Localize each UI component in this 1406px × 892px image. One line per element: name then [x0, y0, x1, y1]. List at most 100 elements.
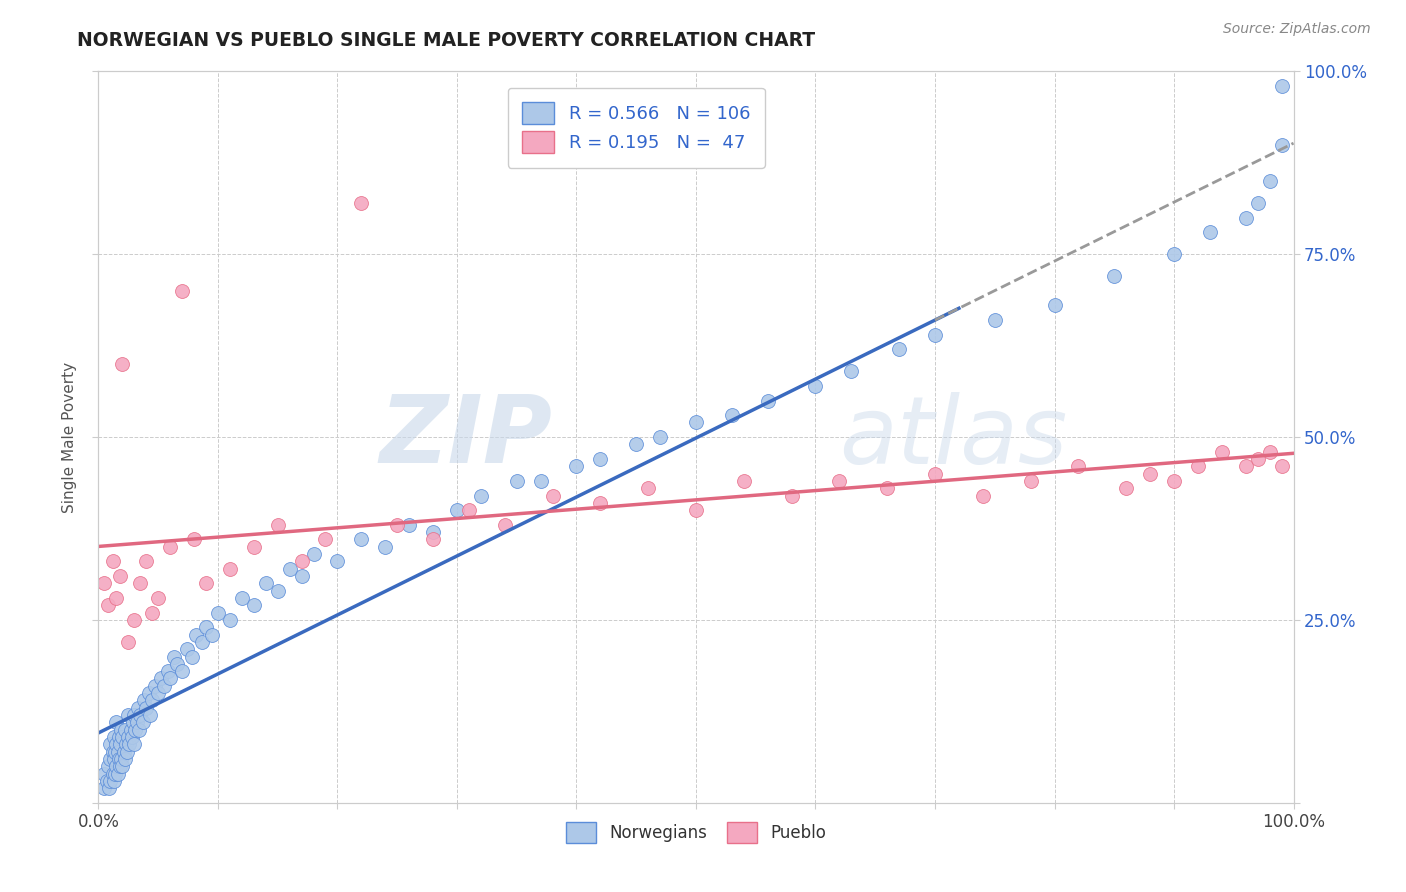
Point [148, 686, 170, 700]
Point [326, 554, 349, 568]
Point [195, 620, 218, 634]
Point [1104, 269, 1126, 284]
Point [114, 752, 136, 766]
Point [135, 554, 157, 568]
Point [172, 284, 194, 298]
Point [148, 591, 170, 605]
Point [458, 503, 481, 517]
Point [302, 547, 325, 561]
Point [107, 730, 129, 744]
Point [1199, 225, 1222, 239]
Point [101, 745, 124, 759]
Point [124, 723, 146, 737]
Point [127, 700, 149, 714]
Point [398, 517, 420, 532]
Point [291, 554, 314, 568]
Point [97, 759, 120, 773]
Point [93, 766, 115, 780]
Point [565, 459, 588, 474]
Point [107, 766, 129, 780]
Point [1115, 481, 1137, 495]
Point [315, 533, 337, 547]
Point [166, 657, 188, 671]
Point [110, 723, 132, 737]
Point [1271, 137, 1294, 152]
Point [176, 642, 198, 657]
Point [470, 489, 492, 503]
Point [541, 489, 564, 503]
Point [132, 693, 155, 707]
Point [124, 613, 146, 627]
Point [115, 745, 138, 759]
Point [506, 474, 529, 488]
Point [1271, 78, 1294, 93]
Text: atlas: atlas [839, 392, 1067, 483]
Point [131, 715, 153, 730]
Point [112, 745, 135, 759]
Point [153, 679, 176, 693]
Point [107, 745, 129, 759]
Point [98, 781, 121, 796]
Point [124, 737, 146, 751]
Point [108, 569, 131, 583]
Point [107, 752, 129, 766]
Point [685, 503, 707, 517]
Point [1271, 459, 1294, 474]
Point [129, 576, 152, 591]
Point [103, 730, 125, 744]
Point [96, 773, 118, 788]
Point [117, 730, 139, 744]
Point [219, 562, 242, 576]
Point [97, 599, 120, 613]
Point [291, 569, 314, 583]
Point [159, 672, 181, 686]
Point [93, 781, 115, 796]
Point [422, 525, 444, 540]
Point [125, 715, 148, 730]
Point [841, 364, 863, 378]
Point [118, 737, 141, 751]
Point [159, 540, 181, 554]
Point [128, 723, 150, 737]
Point [780, 489, 803, 503]
Point [105, 715, 128, 730]
Point [756, 393, 779, 408]
Point [93, 576, 115, 591]
Point [115, 737, 138, 751]
Text: ZIP: ZIP [380, 391, 553, 483]
Point [105, 737, 128, 751]
Point [124, 708, 146, 723]
Point [828, 474, 851, 488]
Point [1258, 444, 1281, 458]
Point [101, 554, 124, 568]
Point [108, 737, 131, 751]
Point [141, 606, 163, 620]
Point [889, 343, 911, 357]
Point [103, 773, 125, 788]
Point [733, 474, 755, 488]
Point [105, 591, 128, 605]
Point [589, 452, 612, 467]
Point [1211, 444, 1233, 458]
Point [1247, 452, 1270, 467]
Point [721, 408, 744, 422]
Point [530, 474, 553, 488]
Point [110, 752, 132, 766]
Point [374, 540, 396, 554]
Point [191, 635, 214, 649]
Point [135, 700, 157, 714]
Point [278, 562, 301, 576]
Point [267, 517, 290, 532]
Point [172, 664, 194, 678]
Point [138, 686, 160, 700]
Point [105, 759, 128, 773]
Point [254, 576, 277, 591]
Point [103, 752, 125, 766]
Point [219, 613, 242, 627]
Point [141, 693, 163, 707]
Point [186, 627, 208, 641]
Point [114, 723, 136, 737]
Point [207, 606, 229, 620]
Point [111, 357, 134, 371]
Point [446, 503, 468, 517]
